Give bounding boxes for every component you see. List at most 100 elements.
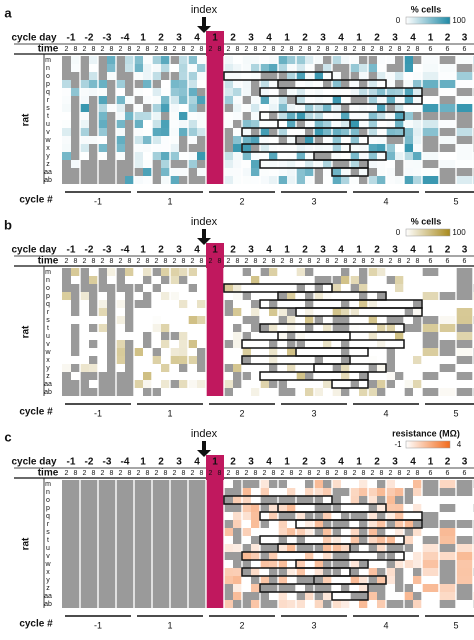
heatmap-cell [251,584,260,592]
heatmap-cell [350,284,359,292]
heatmap-cell [134,488,143,496]
heatmap-cell [143,152,152,160]
heatmap-cell [188,80,197,88]
heatmap-cell [62,308,71,316]
heatmap-cell [161,480,170,488]
heatmap-cell [251,316,260,324]
heatmap-cell [71,120,80,128]
heatmap-cell [143,592,152,600]
heatmap-cell [350,120,359,128]
heatmap-cell [368,356,377,364]
heatmap-cell [170,380,179,388]
heatmap-cell [179,480,188,488]
heatmap-cell [89,292,98,300]
heatmap-cell [439,584,456,592]
heatmap-cell [341,340,350,348]
heatmap-cell [323,168,332,176]
heatmap-cell [332,120,341,128]
heatmap-cell [188,512,197,520]
heatmap-cell [197,496,206,504]
heatmap-cell [107,112,116,120]
heatmap-cell [386,300,395,308]
heatmap-cell [197,488,206,496]
heatmap-cell [368,332,377,340]
heatmap-cell [456,592,473,600]
heatmap-cell [260,544,269,552]
heatmap-cell [89,176,98,184]
cycle-number-label: cycle # [19,619,53,630]
heatmap-cell [125,284,134,292]
heatmap-cell [269,592,278,600]
heatmap-cell [152,72,161,80]
time-value: 2 [317,258,321,265]
heatmap-cell [152,576,161,584]
heatmap-cell [386,308,395,316]
heatmap-cell [62,120,71,128]
heatmap-cell [161,168,170,176]
heatmap-cell [350,364,359,372]
heatmap-cell [242,136,251,144]
heatmap-cell [323,88,332,96]
time-value: 8 [218,46,222,53]
heatmap-cell [314,560,323,568]
heatmap-cell [269,152,278,160]
heatmap-cell [287,372,296,380]
heatmap-cell [413,64,422,72]
heatmap-cell [143,168,152,176]
heatmap-cell [422,176,439,184]
heatmap-cell [332,128,341,136]
heatmap-cell [332,56,341,64]
heatmap-cell [377,380,386,388]
time-value: 2 [173,46,177,53]
heatmap-cell [233,268,242,276]
heatmap-cell [233,480,242,488]
heatmap-cell [278,72,287,80]
heatmap-cell [224,64,233,72]
heatmap-cell [404,544,413,552]
heatmap-cell [269,168,278,176]
heatmap-cell [98,160,107,168]
heatmap-cell [350,380,359,388]
time-value: 2 [155,470,159,477]
heatmap-cell [179,276,188,284]
heatmap-cell [260,168,269,176]
heatmap-cell [89,152,98,160]
heatmap-cell [456,128,473,136]
heatmap-cell [161,176,170,184]
heatmap-cell [359,504,368,512]
heatmap-cell [62,324,71,332]
heatmap-cell [80,168,89,176]
heatmap-cell [439,332,456,340]
heatmap-cell [80,136,89,144]
time-value: 8 [236,258,240,265]
heatmap-cell [413,120,422,128]
heatmap-cell [278,332,287,340]
heatmap-cell [98,528,107,536]
heatmap-cell [287,64,296,72]
heatmap-cell [62,332,71,340]
heatmap-cell [350,332,359,340]
cycle-day-value: 1 [212,33,218,44]
heatmap-cell [260,268,269,276]
heatmap-cell [341,348,350,356]
heatmap-cell [143,112,152,120]
heatmap-cell [456,340,473,348]
heatmap-cell [143,64,152,72]
heatmap-cell [179,128,188,136]
heatmap-cell [251,592,260,600]
heatmap-cell [116,488,125,496]
heatmap-cell [368,300,377,308]
heatmap-cell [323,504,332,512]
heatmap-cell [188,372,197,380]
heatmap-cell [332,316,341,324]
heatmap-cell [89,168,98,176]
heatmap-cell [368,136,377,144]
heatmap-cell [170,308,179,316]
heatmap-cell [287,72,296,80]
heatmap-cell [233,112,242,120]
cycle-day-value: -4 [121,457,130,468]
heatmap-cell [161,292,170,300]
heatmap-cell [332,332,341,340]
heatmap-cell [359,340,368,348]
heatmap-cell [456,584,473,592]
